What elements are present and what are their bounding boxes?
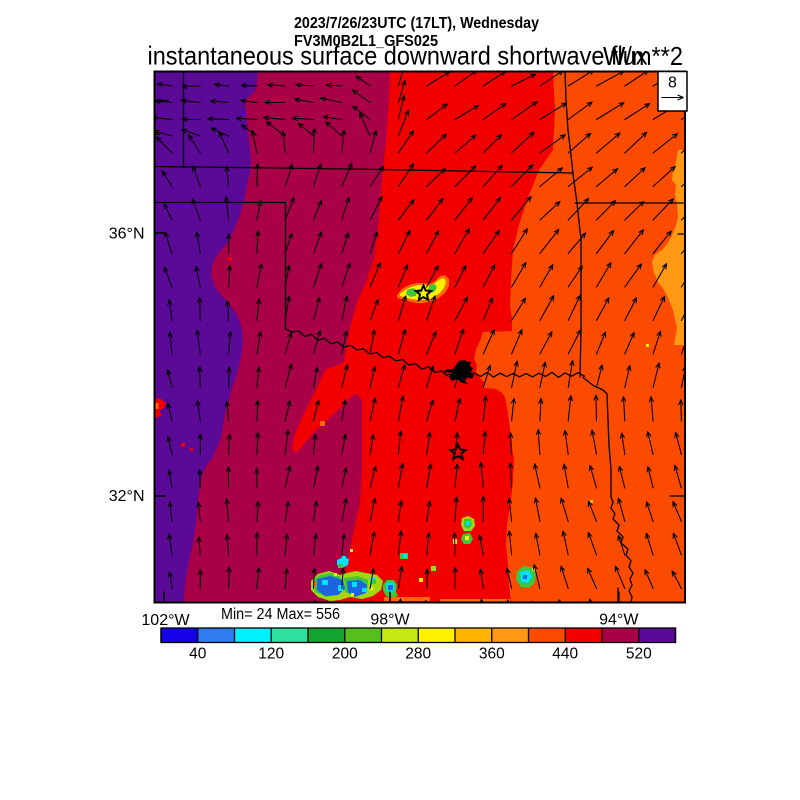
svg-text:36°N: 36°N bbox=[109, 226, 145, 243]
svg-text:instantaneous surface downward: instantaneous surface downward shortwave… bbox=[148, 41, 648, 71]
svg-text:W/m**2: W/m**2 bbox=[603, 41, 683, 71]
svg-text:280: 280 bbox=[405, 646, 431, 663]
svg-text:2023/7/26/23UTC (17LT), Wednes: 2023/7/26/23UTC (17LT), Wednesday bbox=[294, 15, 539, 32]
svg-text:8: 8 bbox=[668, 75, 677, 92]
svg-text:Min= 24 Max= 556: Min= 24 Max= 556 bbox=[221, 606, 340, 623]
svg-text:94°W: 94°W bbox=[599, 612, 639, 629]
svg-text:120: 120 bbox=[258, 646, 284, 663]
svg-text:440: 440 bbox=[552, 646, 578, 663]
svg-text:360: 360 bbox=[479, 646, 505, 663]
svg-text:200: 200 bbox=[332, 646, 358, 663]
svg-text:40: 40 bbox=[189, 646, 207, 663]
svg-text:520: 520 bbox=[626, 646, 652, 663]
svg-text:98°W: 98°W bbox=[370, 612, 410, 629]
svg-text:32°N: 32°N bbox=[109, 488, 145, 505]
svg-text:102°W: 102°W bbox=[141, 612, 190, 629]
svg-text:FV3M0B2L1_GFS025: FV3M0B2L1_GFS025 bbox=[294, 33, 438, 50]
